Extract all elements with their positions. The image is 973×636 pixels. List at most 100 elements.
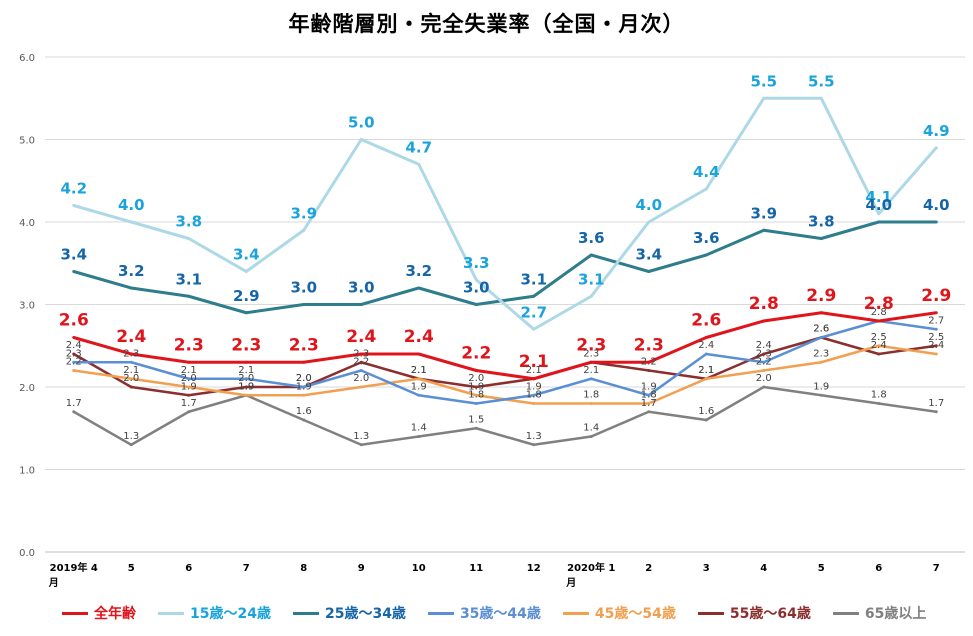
x-tick-label: 2020年 1 月: [565, 561, 615, 589]
data-label: 3.2: [118, 262, 145, 280]
data-label: 2.6: [813, 324, 829, 335]
data-point: [187, 393, 191, 397]
data-label: 2.6: [691, 311, 721, 331]
data-label: 3.9: [750, 204, 777, 222]
data-label: 3.9: [290, 204, 317, 222]
x-tick-label: 3: [703, 563, 710, 574]
data-label: 2.4: [404, 327, 434, 347]
x-tick-label: 10: [412, 563, 426, 574]
data-label: 2.0: [468, 373, 484, 384]
data-point: [934, 220, 938, 224]
data-label: 1.9: [411, 381, 427, 392]
data-label: 1.9: [641, 381, 657, 392]
data-point: [762, 319, 766, 323]
x-tick-label: 5: [818, 563, 825, 574]
data-label: 2.8: [871, 307, 887, 318]
data-point: [72, 352, 76, 356]
data-label: 4.4: [693, 163, 720, 181]
data-point: [129, 443, 133, 447]
data-label: 2.0: [296, 373, 312, 384]
x-tick-label: 4: [760, 563, 767, 574]
series-line: [73, 220, 937, 315]
data-point: [877, 319, 881, 323]
data-point: [474, 385, 478, 389]
data-point: [934, 410, 938, 414]
x-tick-label: 11: [469, 563, 483, 574]
data-label: 3.6: [693, 229, 720, 247]
data-label: 3.2: [405, 262, 432, 280]
data-label: 2.1: [181, 365, 197, 376]
data-point: [532, 443, 536, 447]
data-label: 1.7: [181, 398, 197, 409]
data-point: [359, 443, 363, 447]
data-label: 3.8: [808, 213, 835, 231]
data-point: [359, 385, 363, 389]
legend-swatch: [427, 611, 454, 615]
legend-label: 35歳～44歳: [459, 606, 541, 622]
data-label: 2.5: [928, 332, 944, 343]
data-label: 4.9: [923, 122, 950, 140]
data-point: [704, 336, 708, 339]
data-label: 1.8: [468, 390, 484, 401]
data-point: [359, 369, 363, 372]
data-point: [819, 96, 823, 100]
legend-swatch: [562, 611, 589, 615]
data-point: [417, 377, 421, 381]
data-label: 2.1: [519, 352, 549, 372]
legend-swatch: [62, 611, 88, 615]
data-label: 1.8: [526, 390, 542, 401]
data-point: [819, 311, 823, 315]
data-label: 4.0: [118, 196, 145, 214]
data-point: [762, 352, 766, 356]
y-tick-label: 4.0: [19, 218, 35, 229]
legend-label: 65歳以上: [864, 606, 927, 622]
data-point: [302, 228, 306, 232]
data-point: [762, 385, 766, 389]
data-label: 1.9: [468, 381, 484, 392]
legend-label: 55歳～64歳: [729, 606, 811, 622]
legend-item: 35歳～44歳: [427, 603, 541, 623]
data-label: 2.7: [928, 315, 944, 326]
legend: 全年齢 15歳～24歳 25歳～34歳 35歳～44歳 45歳～54歳 55歳～64歳 65…: [62, 603, 926, 623]
data-point: [704, 377, 708, 381]
data-point: [762, 96, 766, 100]
data-label: 2.0: [756, 373, 772, 384]
data-label: 2.1: [526, 365, 542, 376]
y-tick-label: 3.0: [19, 301, 35, 312]
data-label: 3.4: [635, 246, 662, 264]
data-point: [647, 220, 651, 224]
data-label: 2.3: [66, 348, 82, 359]
data-label: 2.3: [756, 348, 772, 359]
legend-label: 全年齢: [94, 606, 136, 622]
data-label: 2.3: [634, 335, 664, 355]
data-point: [762, 228, 766, 232]
x-tick-label: 7: [933, 563, 940, 574]
data-label: 4.0: [635, 196, 662, 214]
x-tick-label: 2019年 4 月: [48, 561, 98, 589]
data-point: [934, 146, 938, 150]
data-label: 2.0: [181, 373, 197, 384]
data-point: [877, 212, 881, 216]
data-label: 2.3: [123, 348, 139, 359]
data-point: [589, 435, 593, 438]
data-label: 1.6: [698, 406, 714, 417]
data-point: [934, 327, 938, 331]
data-label: 1.9: [238, 381, 254, 392]
data-point: [647, 402, 651, 405]
data-point: [302, 303, 306, 306]
x-tick-label: 6: [185, 563, 192, 574]
data-label: 2.2: [353, 357, 369, 368]
data-point: [417, 286, 421, 290]
data-label: 1.9: [238, 381, 254, 392]
data-point: [129, 352, 133, 356]
data-label: 3.1: [578, 270, 605, 288]
data-point: [302, 360, 306, 364]
data-point: [417, 393, 421, 397]
data-label: 1.9: [813, 381, 829, 392]
data-point: [532, 393, 536, 397]
data-label: 2.0: [353, 373, 369, 384]
series-lines: [72, 96, 938, 447]
data-point: [647, 393, 651, 397]
data-point: [647, 270, 651, 273]
data-point: [934, 352, 938, 356]
